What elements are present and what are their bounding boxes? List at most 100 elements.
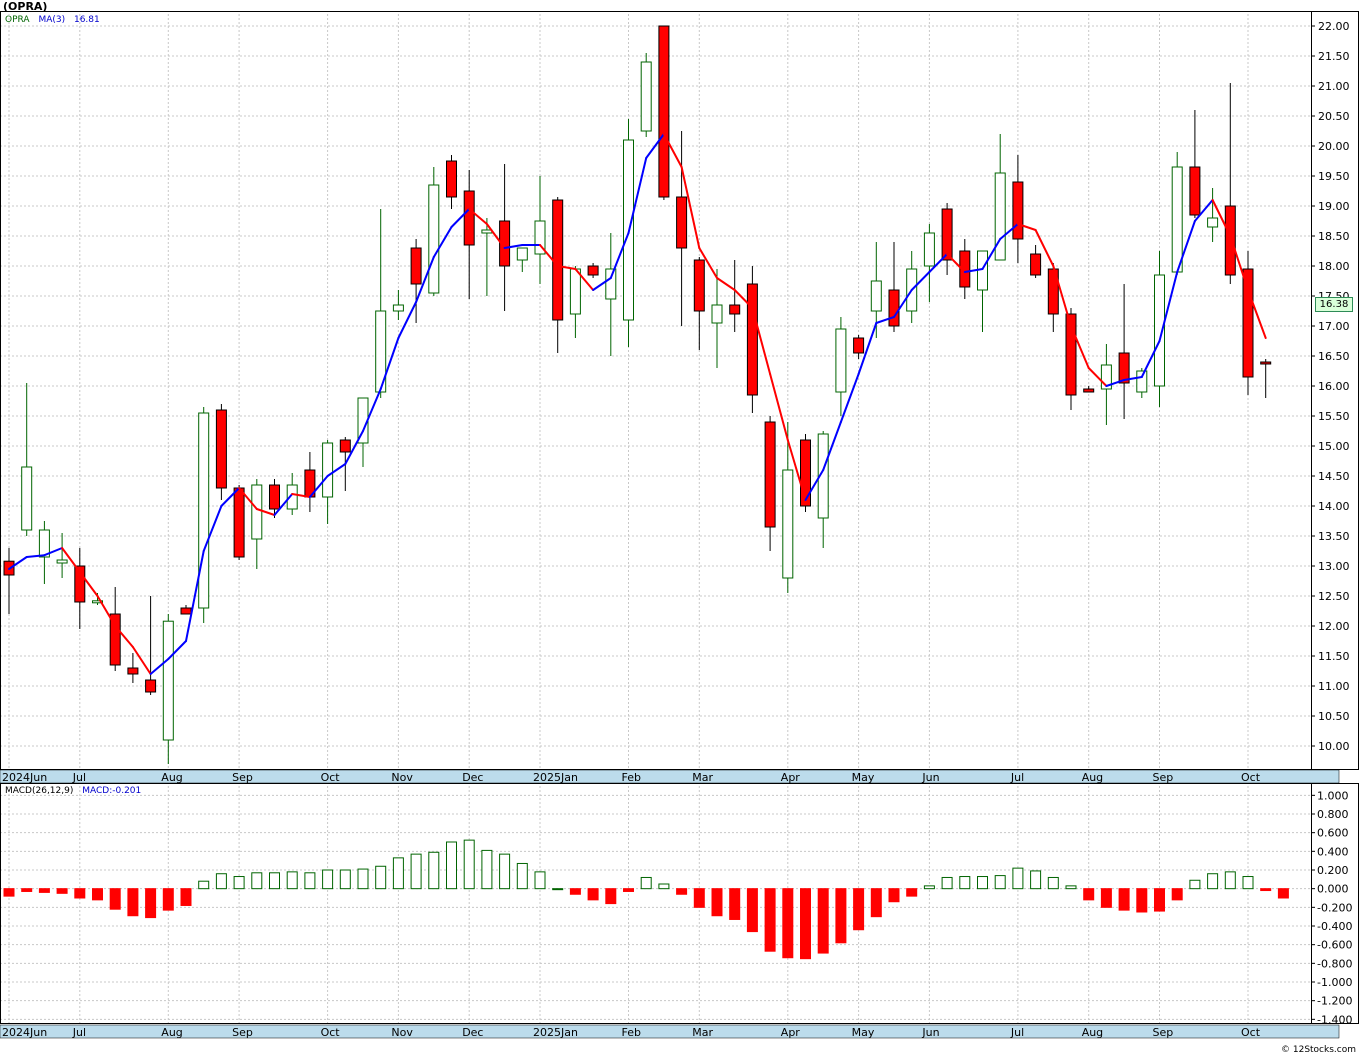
candle-body xyxy=(817,433,829,519)
candle xyxy=(1242,251,1254,395)
month-label: Jun xyxy=(921,771,939,784)
candle-body xyxy=(658,25,670,198)
month-label: Apr xyxy=(781,1026,801,1039)
macd-frame xyxy=(0,783,1312,1024)
candle-body xyxy=(516,247,528,261)
macd-bar xyxy=(215,873,227,890)
month-label: Jul xyxy=(72,1026,86,1039)
price-tick-label: 14.00 xyxy=(1318,500,1350,513)
macd-bar xyxy=(1136,888,1148,913)
macd-bar xyxy=(658,883,670,890)
price-tick-label: 10.00 xyxy=(1318,740,1350,753)
month-label: 2024Jun xyxy=(2,771,47,784)
candle-body xyxy=(251,484,263,540)
candle-body xyxy=(923,232,935,267)
ma-segment xyxy=(698,247,718,279)
ma-segment xyxy=(1158,271,1179,342)
candle-body xyxy=(640,61,652,132)
candle-body xyxy=(605,268,617,300)
ma-segment xyxy=(645,133,665,159)
month-label: Oct xyxy=(321,1026,341,1039)
price-tick-label: 20.50 xyxy=(1318,110,1350,123)
month-strip xyxy=(0,1024,1340,1039)
macd-bar xyxy=(446,841,457,890)
ma-segment xyxy=(875,316,895,324)
month-label: Feb xyxy=(622,1026,641,1039)
macd-bar xyxy=(3,888,15,897)
price-tick-label: 19.00 xyxy=(1318,200,1350,213)
price-tick-label: 20.00 xyxy=(1318,140,1350,153)
ma-segment xyxy=(8,556,28,570)
month-label: Apr xyxy=(781,771,801,784)
ma-segment xyxy=(25,554,46,558)
candle xyxy=(145,596,157,695)
price-tick-label: 10.50 xyxy=(1318,710,1350,723)
price-tick-label: 18.50 xyxy=(1318,230,1350,243)
ma-segment xyxy=(609,232,630,279)
ma-segment xyxy=(1176,220,1196,273)
candle-body xyxy=(269,484,280,510)
macd-bar xyxy=(499,853,511,890)
candle-body xyxy=(322,442,334,498)
ma-segment xyxy=(963,268,984,273)
price-tick-label: 21.50 xyxy=(1318,50,1350,63)
candle xyxy=(746,266,758,413)
macd-bar xyxy=(56,888,68,894)
candle xyxy=(782,422,794,593)
candle xyxy=(446,155,457,209)
month-label: Aug xyxy=(1082,1026,1103,1039)
month-label: Nov xyxy=(391,771,413,784)
price-tick-label: 11.50 xyxy=(1318,650,1350,663)
candle xyxy=(1224,83,1236,284)
macd-bar xyxy=(1224,871,1236,890)
macd-bar xyxy=(906,888,918,897)
ma-segment xyxy=(503,244,524,249)
candle-body xyxy=(392,304,404,312)
macd-bar xyxy=(1207,873,1219,890)
candle xyxy=(1260,359,1272,398)
candle-body xyxy=(552,199,564,321)
price-legend: OPRA MA(3) 16.81 xyxy=(5,15,100,25)
ma-segment xyxy=(716,277,736,291)
price-tick-label: 15.00 xyxy=(1318,440,1350,453)
candle xyxy=(215,404,227,500)
macd-bar xyxy=(746,888,758,933)
ma-line xyxy=(8,133,1267,675)
ma-segment xyxy=(220,487,241,507)
macd-bar xyxy=(392,857,404,890)
candle xyxy=(21,383,33,536)
ma-segment xyxy=(238,487,258,510)
candle xyxy=(729,260,741,332)
candle xyxy=(322,440,334,524)
month-label: Oct xyxy=(1241,771,1261,784)
ma-segment xyxy=(786,439,807,501)
ma-segment xyxy=(1016,223,1037,231)
ma-segment xyxy=(822,421,842,471)
ma-segment xyxy=(539,244,559,267)
month-label: Jun xyxy=(921,1026,939,1039)
macd-bar xyxy=(534,871,546,890)
macd-legend-label: MACD(26,12,9) xyxy=(5,786,74,796)
macd-bar xyxy=(1171,888,1183,901)
ma-segment xyxy=(415,256,435,303)
month-label: Sep xyxy=(232,771,253,784)
candle-body xyxy=(800,439,811,507)
month-axis-top: 2024Jun Jul Aug Sep Oct Nov Dec 2025Jan Feb Mar Ap… xyxy=(0,769,1340,784)
candle-body xyxy=(870,280,882,312)
candle xyxy=(251,479,263,569)
candle-body xyxy=(1012,181,1024,240)
macd-tick-label: -0.800 xyxy=(1317,957,1352,970)
candle xyxy=(693,257,705,350)
ma-segment xyxy=(291,493,311,498)
candle-body xyxy=(446,160,457,198)
macd-bar xyxy=(1242,876,1254,890)
candle-body xyxy=(1207,217,1219,228)
macd-bar xyxy=(251,872,263,890)
price-tick-label: 12.50 xyxy=(1318,590,1350,603)
candle-body xyxy=(215,409,227,489)
macd-bar xyxy=(587,888,599,901)
candle-body xyxy=(410,247,422,285)
ma-segment xyxy=(680,166,701,249)
month-label: Aug xyxy=(161,771,182,784)
macd-bar xyxy=(800,888,811,960)
